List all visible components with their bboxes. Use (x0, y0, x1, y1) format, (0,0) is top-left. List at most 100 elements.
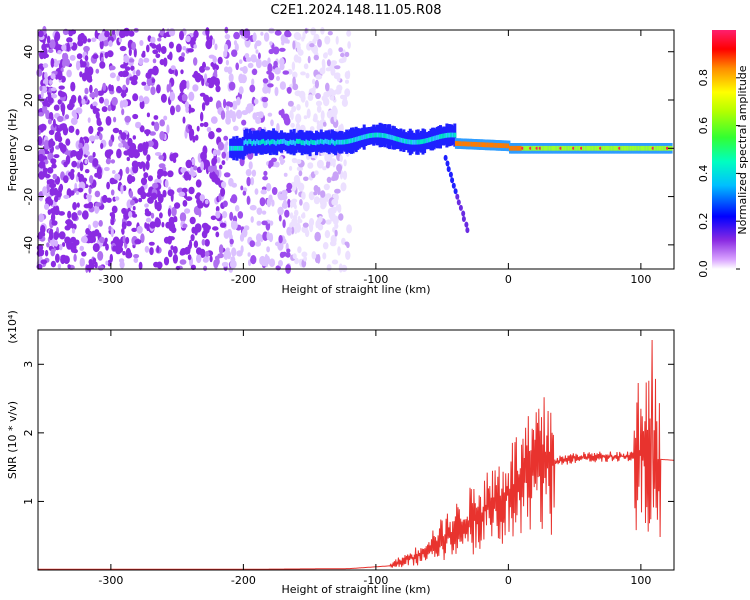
spectrogram-core-cell (448, 132, 452, 138)
spectrogram-noise-cell (225, 59, 229, 66)
spectrogram-noise-cell (297, 182, 305, 192)
spectrogram-core-cell (419, 139, 423, 145)
spectrogram-noise-cell (219, 222, 227, 228)
spectrogram-noise-cell (327, 48, 333, 56)
spectrogram-noise-cell (332, 206, 340, 211)
spectrogram-noise-cell (215, 85, 221, 93)
spectrogram-noise-cell (221, 160, 226, 166)
snr-x-label: Height of straight line (km) (281, 583, 430, 596)
spectrogram-noise-cell (332, 227, 336, 233)
spectrogram-noise-cell (99, 39, 104, 50)
spectrogram-noise-cell (66, 37, 73, 43)
spectrogram-noise-cell (181, 187, 188, 193)
spectrogram-core-cell (322, 139, 326, 145)
spectrogram-noise-cell (77, 187, 84, 193)
spectrogram-noise-cell (278, 214, 282, 222)
spectrogram-noise-cell (341, 264, 348, 272)
spectrogram-noise-cell (69, 54, 76, 61)
spectrogram-core-cell (591, 145, 595, 151)
spectrogram-y-tick-label: -20 (22, 188, 35, 206)
spectrogram-noise-cell (70, 81, 76, 92)
spectrogram-core-cell (350, 138, 353, 144)
spectrogram-noise-cell (172, 253, 178, 264)
spectrogram-noise-cell (108, 225, 112, 231)
spectrogram-noise-cell (43, 53, 49, 58)
spectrogram-noise-cell (223, 98, 227, 109)
spectrogram-core-cell (246, 140, 250, 146)
spectrogram-noise-cell (203, 225, 210, 234)
spectrogram-noise-cell (297, 246, 302, 254)
spectrogram-noise-cell (169, 91, 176, 102)
spectrogram-noise-cell (106, 50, 114, 58)
spectrogram-noise-cell (344, 88, 351, 97)
spectrogram-core-cell (472, 141, 476, 147)
spectrogram-core-cell (229, 145, 233, 151)
spectrogram-noise-cell (97, 265, 105, 271)
spectrogram-core-cell (353, 137, 357, 143)
spectrogram-noise-cell (239, 67, 246, 72)
spectrogram-noise-cell (170, 245, 174, 251)
spectrogram-noise-cell (67, 210, 72, 219)
spectrogram-noise-cell (210, 116, 218, 124)
spectrogram-noise-cell (261, 96, 269, 103)
spectrogram-noise-cell (79, 245, 84, 252)
spectrogram-core-cell (313, 140, 317, 145)
spectrogram-noise-cell (294, 257, 299, 265)
colorbar-gradient (712, 30, 736, 269)
spectrogram-noise-cell (106, 197, 112, 203)
spectrogram-noise-cell (241, 119, 247, 126)
spectrogram-core-cell (601, 145, 605, 151)
spectrogram-noise-cell (58, 85, 65, 90)
spectrogram-noise-cell (187, 254, 192, 261)
spectrogram-noise-cell (317, 38, 322, 48)
spectrogram-noise-cell (37, 249, 45, 257)
spectrogram-noise-cell (300, 213, 306, 219)
spectrogram-noise-cell (167, 170, 174, 178)
spectrogram-noise-cell (78, 173, 85, 184)
spectrogram-y-tick-label: 20 (22, 93, 35, 107)
spectrogram-noise-cell (274, 86, 279, 97)
spectrogram-core-cell (365, 133, 369, 139)
spectrogram-noise-cell (144, 141, 149, 150)
spectrogram-noise-cell (163, 256, 170, 266)
spectrogram-noise-cell (50, 248, 55, 257)
spectrogram-noise-cell (147, 175, 153, 182)
spectrogram-core-cell (268, 140, 272, 146)
spectrogram-core-cell (515, 145, 519, 151)
snr-y-tick-label: 3 (22, 361, 35, 368)
spectrogram-core-cell (427, 137, 431, 143)
spectrogram-noise-cell (277, 206, 284, 216)
spectrogram-core-cell (241, 145, 245, 151)
spectrogram-core-cell (523, 145, 527, 151)
spectrogram-noise-cell (49, 39, 56, 50)
spectrogram-noise-cell (75, 128, 80, 136)
spectrogram-noise-cell (290, 112, 294, 120)
spectrogram-noise-cell (110, 179, 118, 184)
spectrogram-core-cell (302, 140, 306, 146)
spectrogram-noise-cell (154, 199, 158, 210)
spectrogram-noise-cell (340, 52, 345, 58)
spectrogram-noise-cell (233, 31, 241, 40)
spectrogram-noise-cell (330, 89, 336, 97)
spectrogram-core-cell (583, 145, 587, 151)
spectrogram-core-cell (310, 139, 314, 145)
spectrogram-noise-cell (170, 65, 176, 71)
snr-x-tick-label: -100 (363, 574, 388, 587)
spectrogram-noise-cell (145, 72, 152, 79)
spectrogram-core-cell (647, 145, 651, 151)
spectrogram-noise-cell (179, 259, 187, 265)
spectrogram-core-cell (454, 141, 458, 146)
spectrogram-noise-cell (261, 210, 267, 215)
spectrogram-noise-cell (285, 251, 291, 258)
spectrogram-noise-cell (87, 155, 95, 161)
spectrogram-core-cell (418, 139, 422, 145)
spectrogram-noise-cell (249, 240, 256, 248)
spectrogram-noise-cell (305, 100, 309, 108)
spectrogram-noise-cell (226, 250, 232, 260)
spectrogram-noise-cell (94, 190, 101, 198)
spectrogram-noise-cell (102, 82, 107, 92)
spectrogram-noise-cell (71, 228, 76, 234)
spectrogram-noise-cell (265, 183, 272, 192)
snr-x-tick-label: 100 (630, 574, 651, 587)
spectrogram-noise-cell (303, 176, 309, 182)
